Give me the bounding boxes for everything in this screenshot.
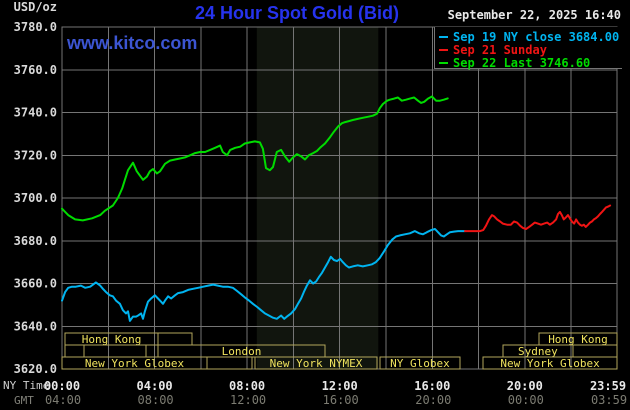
x-tick-label-ny: 08:00	[229, 379, 265, 393]
session-label: New York NYMEX	[270, 357, 363, 370]
x-tick-label-gmt: 16:00	[323, 393, 359, 407]
x-tick-label-ny: 16:00	[414, 379, 450, 393]
gmt-axis-label: GMT	[14, 394, 34, 407]
ny-time-axis-label: NY Time	[3, 379, 50, 392]
y-tick-label: 3740.0	[14, 106, 57, 120]
legend-dash-icon	[439, 61, 448, 64]
x-tick-label-ny: 23:59	[590, 379, 626, 393]
x-tick-label-gmt: 04:00	[45, 393, 81, 407]
session-box	[572, 344, 618, 358]
series-line-sep-22	[61, 95, 449, 222]
page-title: 24 Hour Spot Gold (Bid)	[195, 3, 399, 23]
session-label: NY Globex	[390, 357, 450, 370]
legend-dash-icon	[439, 48, 448, 51]
y-tick-label: 3780.0	[14, 20, 57, 34]
session-box	[206, 356, 253, 370]
x-tick-label-ny: 20:00	[507, 379, 543, 393]
x-tick-label-gmt: 20:00	[415, 393, 451, 407]
session-box	[379, 356, 461, 370]
session-box	[157, 332, 193, 346]
session-box	[254, 356, 378, 370]
x-tick-label-ny: 00:00	[44, 379, 80, 393]
kitco-watermark: www.kitco.com	[67, 33, 198, 53]
y-tick-label: 3640.0	[14, 319, 57, 333]
x-tick-label-gmt: 12:00	[230, 393, 266, 407]
legend-row-sep21: Sep 21 Sunday	[435, 42, 622, 57]
legend-row-sep19: Sep 19 NY close 3684.00	[435, 29, 622, 44]
y-tick-label: 3700.0	[14, 191, 57, 205]
legend-label: Sep 19 NY close 3684.00	[453, 29, 620, 44]
legend-label: Sep 22 Last 3746.60	[453, 55, 591, 70]
y-tick-label: 3660.0	[14, 277, 57, 291]
y-tick-label: 3760.0	[14, 63, 57, 77]
series-line-sep-19-ny-close	[61, 228, 466, 322]
session-box	[64, 344, 85, 358]
session-label: Sydney	[518, 345, 558, 358]
session-label: Hong Kong	[548, 333, 608, 346]
session-box	[482, 356, 618, 370]
legend-row-sep22: Sep 22 Last 3746.60	[435, 55, 622, 70]
session-label: New York Globex	[500, 357, 600, 370]
legend-dash-icon	[439, 35, 448, 38]
session-box	[83, 344, 147, 358]
x-tick-label-ny: 12:00	[322, 379, 358, 393]
y-tick-label: 3680.0	[14, 234, 57, 248]
session-label: New York Globex	[85, 357, 185, 370]
y-axis-unit-label: USD/oz	[13, 0, 57, 14]
chart-datetime: September 22, 2025 16:40	[447, 8, 621, 22]
x-tick-label-gmt: 08:00	[138, 393, 174, 407]
legend-box: Sep 19 NY close 3684.00 Sep 21 Sunday Se…	[434, 27, 622, 70]
x-tick-label-gmt: 00:00	[508, 393, 544, 407]
x-tick-label-ny: 04:00	[137, 379, 173, 393]
legend-label: Sep 21 Sunday	[453, 42, 547, 57]
series-line-sep-21-sunday	[464, 204, 612, 233]
y-tick-label: 3620.0	[14, 362, 57, 376]
session-label: Hong Kong	[82, 333, 142, 346]
y-tick-label: 3720.0	[14, 148, 57, 162]
session-box	[145, 344, 159, 358]
session-label: London	[222, 345, 262, 358]
x-tick-label-gmt: 03:59	[591, 393, 627, 407]
